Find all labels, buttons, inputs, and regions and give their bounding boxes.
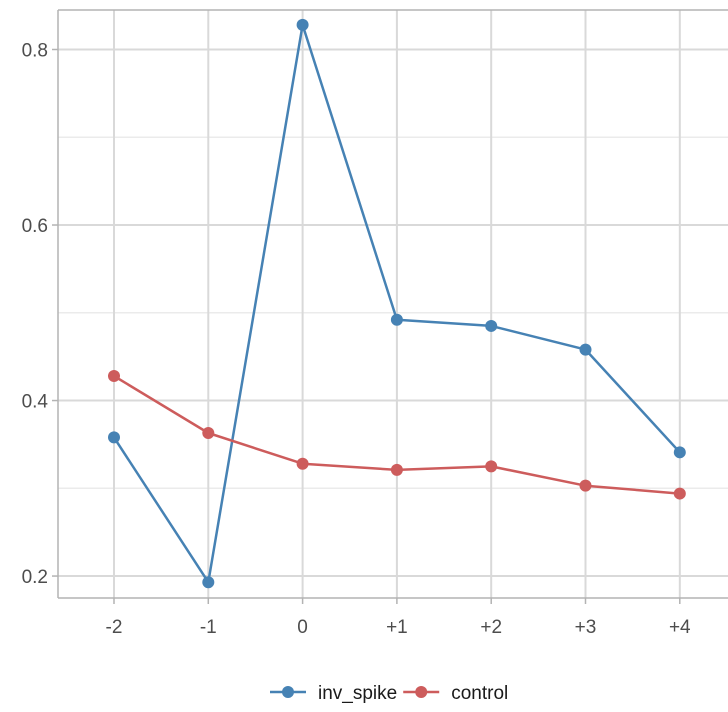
x-axis-ticks: -2 -1 0 +1 +2 +3 +4 [106,598,691,638]
data-point-1-1 [202,427,215,440]
data-point-0-6 [673,446,686,459]
data-point-0-1 [202,576,215,589]
data-point-0-3 [390,313,403,326]
series-points [108,18,686,589]
legend: inv_spike control [270,683,508,704]
legend-key-point-0 [282,686,294,698]
data-point-1-4 [485,460,498,473]
grid [58,10,728,598]
data-point-0-5 [579,343,592,356]
x-tick-label: +3 [575,617,597,638]
x-tick-label: +2 [480,617,502,638]
x-tick-label: 0 [297,617,308,638]
data-point-1-6 [673,487,686,500]
legend-label-1: control [451,683,508,704]
data-point-0-4 [485,319,498,332]
y-tick-label: 0.2 [22,567,48,588]
x-tick-label: +4 [669,617,691,638]
x-tick-label: +1 [386,617,408,638]
y-tick-label: 0.8 [22,40,48,61]
data-point-1-2 [296,457,309,470]
panel-border [57,9,728,599]
data-point-1-5 [579,479,592,492]
x-tick-label: -1 [200,617,217,638]
data-point-0-0 [108,431,120,444]
y-axis-ticks: 0.2 0.4 0.6 0.8 [22,40,58,588]
data-point-1-3 [390,463,403,476]
data-point-0-2 [296,18,309,31]
data-point-1-0 [108,369,120,382]
y-tick-label: 0.6 [22,216,48,237]
legend-label-0: inv_spike [318,683,397,704]
x-tick-label: -2 [106,617,123,638]
y-tick-label: 0.4 [22,392,49,413]
legend-key-point-1 [415,686,428,698]
